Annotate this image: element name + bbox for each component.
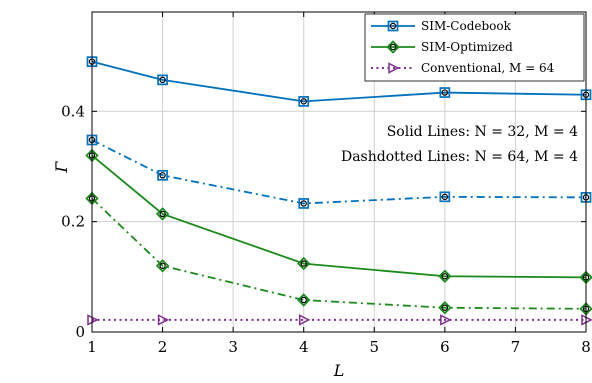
series-2-point-1	[155, 207, 170, 221]
x-tick-label: 6	[440, 338, 450, 356]
legend-swatch-marker	[386, 40, 400, 54]
x-tick-label: 2	[158, 338, 168, 356]
series-3-point-2	[297, 293, 311, 307]
y-tick-label: 0.2	[61, 213, 85, 231]
legend-swatch-marker	[387, 20, 399, 32]
x-tick-label: 8	[581, 338, 591, 356]
series-4-point-1	[157, 314, 170, 326]
markers-layer	[85, 56, 592, 326]
y-axis-label: Γ̄	[52, 161, 71, 174]
legend-label: Conventional, M = 64	[421, 61, 555, 75]
series-2-point-3	[438, 269, 452, 283]
series-line-2	[91, 154, 587, 279]
series-3-point-3	[438, 301, 452, 315]
series-4-point-2	[298, 314, 311, 326]
series-line-0	[91, 60, 587, 103]
legend-label: SIM-Codebook	[421, 19, 512, 33]
series-0-point-1	[157, 74, 168, 86]
annotations: Solid Lines: N = 32, M = 4 Dashdotted Li…	[341, 124, 578, 165]
series-layer	[91, 60, 587, 321]
series-3-point-1	[155, 259, 170, 273]
series-1-point-1	[157, 169, 168, 181]
series-0-point-3	[439, 87, 451, 98]
y-tick-label: 0	[75, 323, 85, 341]
x-axis-label: L	[333, 361, 345, 380]
x-tick-label: 3	[228, 338, 238, 356]
legend-entry-1: SIM-Optimized	[371, 40, 513, 54]
series-1-point-3	[439, 191, 451, 203]
series-0-point-2	[298, 96, 310, 107]
legend-entry-0: SIM-Codebook	[371, 19, 512, 33]
plot-frame	[91, 11, 587, 333]
legend-entry-2: Conventional, M = 64	[371, 61, 555, 75]
series-2-point-2	[297, 256, 311, 271]
legend-swatch-marker	[388, 62, 400, 74]
series-line-1	[91, 139, 587, 205]
series-4-point-3	[440, 314, 452, 326]
x-tick-label: 5	[370, 338, 380, 356]
x-tick-label: 7	[511, 338, 521, 356]
annotation-solid-lines: Solid Lines: N = 32, M = 4	[387, 124, 578, 140]
annotation-dashdotted-lines: Dashdotted Lines: N = 64, M = 4	[341, 149, 578, 165]
x-tick-label: 4	[299, 338, 309, 356]
legend: SIM-Codebook SIM-Optimized Conventional, M…	[364, 13, 585, 82]
series-1-point-2	[298, 198, 310, 209]
x-tick-label: 1	[87, 338, 97, 356]
legend-label: SIM-Optimized	[421, 40, 513, 54]
y-tick-label: 0.4	[61, 102, 85, 120]
ticks: 1 2 3 4 5 6 7 8 0 0.2 0.4	[61, 12, 591, 356]
